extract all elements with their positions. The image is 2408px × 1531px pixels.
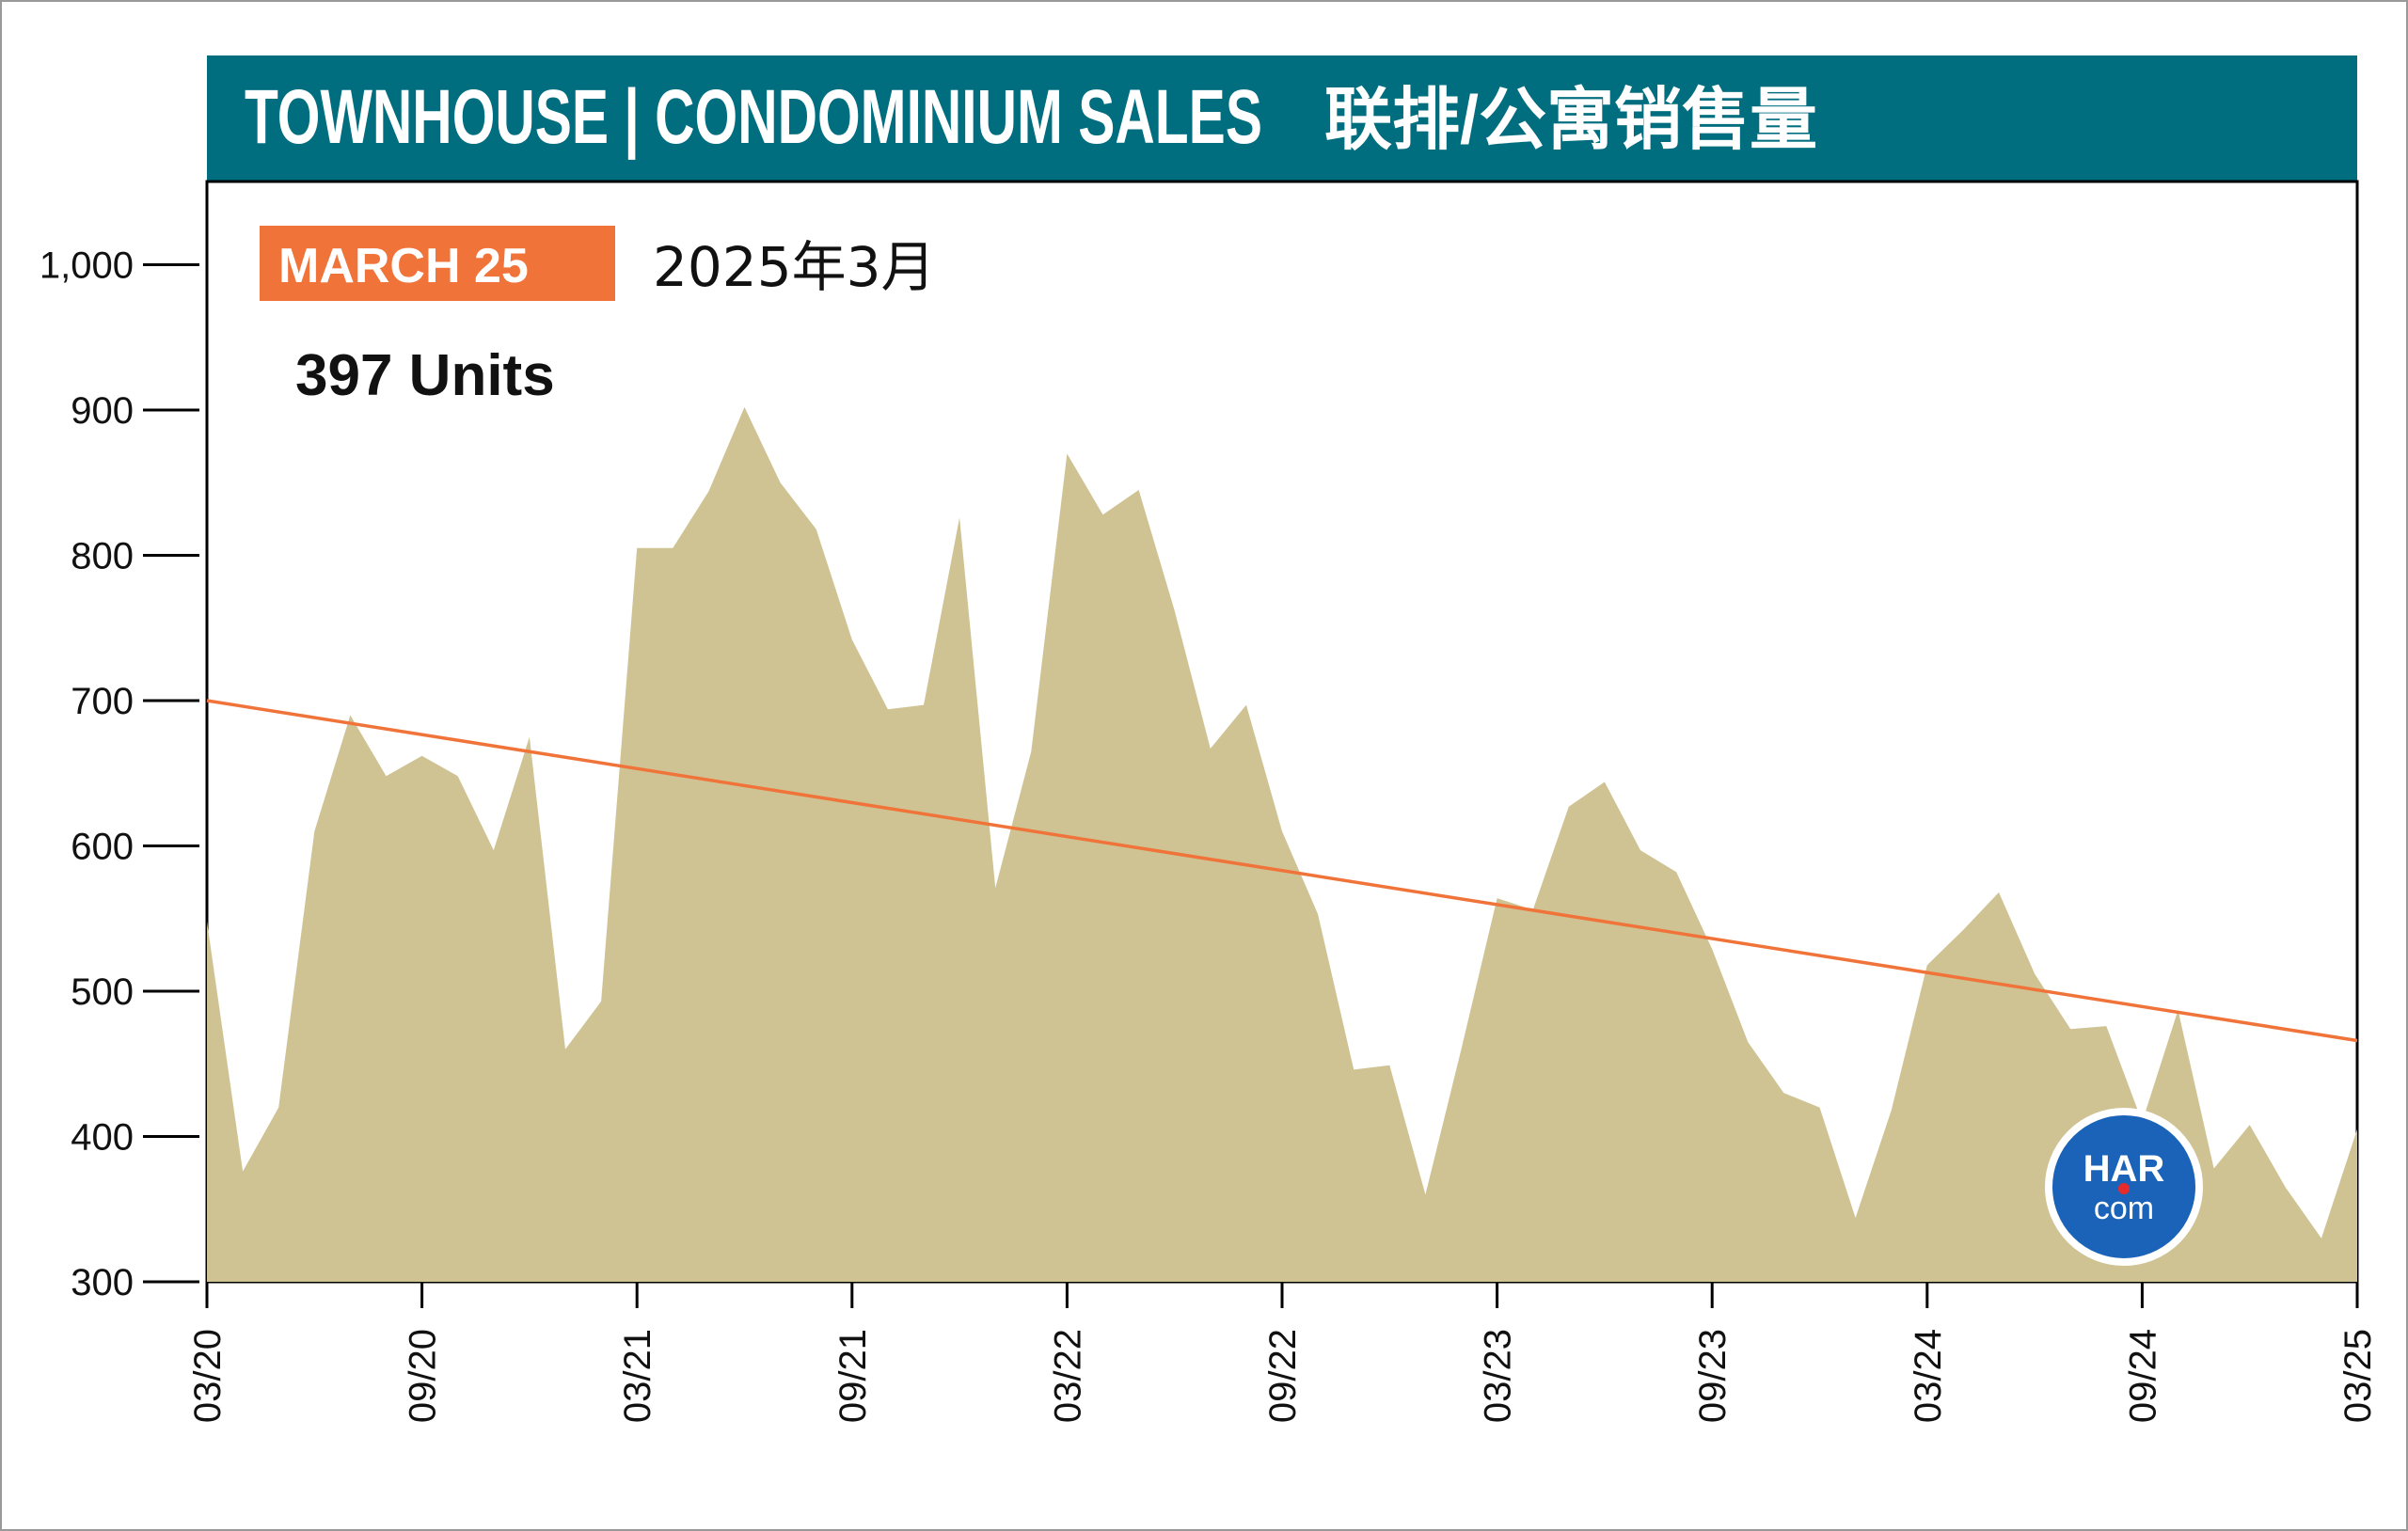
x-tick-label: 09/23 [1692,1329,1734,1423]
x-tick-label: 09/21 [832,1329,874,1423]
y-tick-label: 700 [71,681,134,722]
y-tick-label: 500 [71,971,134,1013]
month-badge-label: MARCH 25 [278,239,529,293]
plot-area [205,180,2359,1284]
y-tick-label: 900 [71,390,134,432]
chart-title: TOWNHOUSE | CONDOMINIUM SALES [245,74,1262,161]
har-logo-dot-icon [2118,1183,2130,1194]
har-logo-bottom-text: com [2094,1191,2154,1226]
x-tick-label: 03/24 [1908,1329,1949,1423]
trend-line [206,699,2358,1043]
x-tick-label: 03/20 [187,1329,229,1423]
sales-area [207,406,2357,1282]
y-tick-label: 600 [71,827,134,868]
x-tick-label: 03/23 [1478,1329,1519,1423]
x-tick-label: 09/22 [1262,1329,1304,1423]
x-tick-label: 09/24 [2122,1329,2163,1423]
x-tick-label: 03/21 [617,1329,658,1423]
y-axis: 300 400 500 600 700 800 900 1,000 [40,245,199,1303]
y-tick-label: 1,000 [40,245,134,287]
x-tick-label: 09/20 [403,1329,444,1423]
y-tick-label: 400 [71,1117,134,1159]
har-logo: HAR com [2045,1108,2203,1266]
chart-title-chinese: 联排/公寓销售量 [1324,83,1817,158]
x-tick-label: 03/22 [1047,1329,1088,1423]
har-logo-top-text: HAR [2083,1148,2165,1190]
units-label: 397 Units [295,343,555,408]
x-tick-label: 03/25 [2337,1329,2379,1423]
y-tick-label: 800 [71,536,134,577]
x-axis: 03/20 09/20 03/21 09/21 03/22 09/22 03/23 09/23… [187,1282,2379,1423]
chinese-date-label: 2025年3月 [653,235,936,299]
header-bar [207,55,2357,182]
month-badge [260,226,615,301]
y-tick-label: 300 [71,1262,134,1303]
